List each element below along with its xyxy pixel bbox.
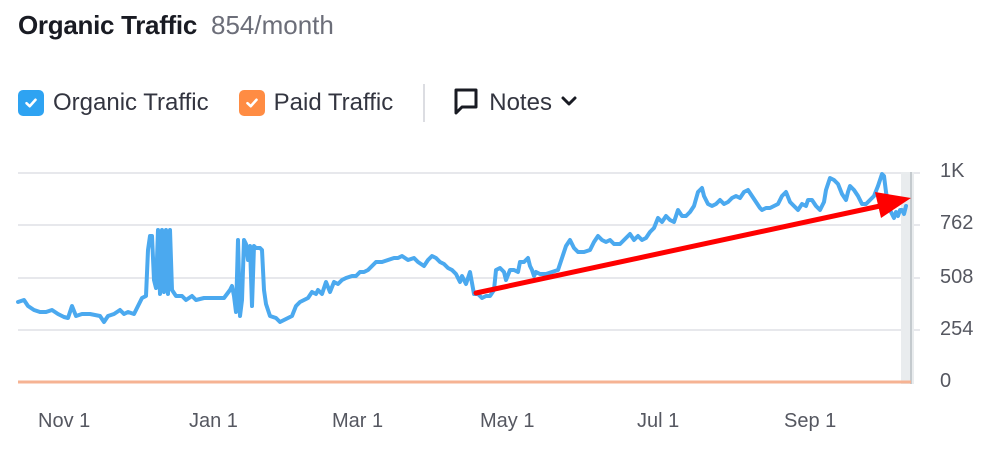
traffic-value: 854/month	[211, 10, 334, 40]
current-period-band	[901, 172, 914, 384]
x-tick-may: May 1	[480, 410, 535, 432]
organic-traffic-line	[16, 172, 908, 324]
widget-title: Organic Traffic	[18, 10, 197, 40]
legend-divider	[423, 84, 426, 122]
legend-item-paid[interactable]: Paid Traffic	[238, 89, 394, 117]
y-tick-0: 0	[940, 370, 952, 392]
legend: Organic Traffic Paid Traffic Notes	[18, 84, 578, 122]
widget-header: Organic Traffic 854/month	[18, 10, 334, 41]
paid-checkbox-icon[interactable]	[238, 90, 265, 116]
x-tick-mar: Mar 1	[332, 410, 384, 432]
legend-item-organic[interactable]: Organic Traffic	[18, 89, 209, 117]
trend-arrow	[473, 192, 911, 296]
legend-label-organic: Organic Traffic	[53, 89, 209, 116]
y-tick-254: 254	[940, 318, 974, 340]
comment-icon	[453, 87, 479, 120]
y-tick-1k: 1K	[940, 160, 965, 182]
organic-checkbox-icon[interactable]	[18, 90, 44, 116]
y-tick-762: 762	[940, 212, 974, 234]
notes-dropdown[interactable]: Notes	[453, 87, 578, 120]
x-tick-nov: Nov 1	[38, 410, 91, 432]
x-tick-sep: Sep 1	[784, 410, 837, 432]
legend-label-paid: Paid Traffic	[273, 89, 394, 116]
notes-label: Notes	[489, 89, 552, 116]
x-tick-jul: Jul 1	[637, 410, 680, 432]
chevron-down-icon	[560, 94, 578, 112]
x-tick-jan: Jan 1	[189, 410, 238, 432]
y-tick-508: 508	[940, 266, 974, 288]
